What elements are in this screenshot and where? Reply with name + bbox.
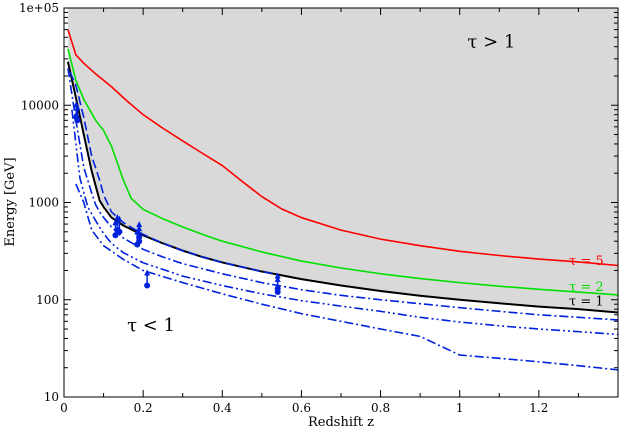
x-tick-label-3: 0.6 [292,401,311,415]
x-tick-label-0: 0 [60,401,68,415]
axes-layer: 0 0.2 0.4 0.6 0.8 1 1.2 10 100 1000 10000 1e+05 [19,1,618,415]
labels-layer: Redshift z Energy [GeV] τ > 1 τ < 1 τ = … [3,32,604,430]
lower-limit-arrowhead-10 [274,272,281,279]
lower-limit-arrowhead-1 [74,104,81,111]
y-tick-label-1: 100 [36,293,59,307]
lower-limit-arrowhead-8 [144,269,151,276]
y-tick-label-4: 1e+05 [19,1,59,15]
curve-label-1: τ = 2 [569,280,604,295]
y-tick-label-2: 1000 [28,196,59,210]
series-line-6 [75,183,618,371]
x-tick-label-4: 0.8 [371,401,390,415]
curve-label-0: τ = 5 [569,254,604,269]
region-label-above: τ > 1 [467,32,515,53]
curve-label-2: τ = 1 [569,294,604,309]
series-line-5 [71,109,618,336]
lower-limit-markers [73,101,281,296]
x-tick-label-1: 0.2 [134,401,153,415]
lower-limit-arrowhead-4 [116,215,123,222]
x-tick-label-6: 1.2 [529,401,548,415]
y-tick-label-0: 10 [44,390,59,404]
y-axis-label: Energy [GeV] [3,157,18,246]
x-tick-label-2: 0.4 [213,401,232,415]
series-line-3 [69,71,278,276]
series-layer [66,29,618,371]
x-axis-label: Redshift z [308,415,374,430]
opaque-region-shading [67,8,618,313]
series-line-0 [67,29,618,267]
region-label-below: τ < 1 [127,315,175,336]
x-tick-label-5: 1 [456,401,464,415]
lower-limit-arrowhead-7 [136,221,143,228]
series-line-1 [67,48,618,296]
shaded-region [67,8,618,313]
y-tick-label-3: 10000 [21,98,59,112]
